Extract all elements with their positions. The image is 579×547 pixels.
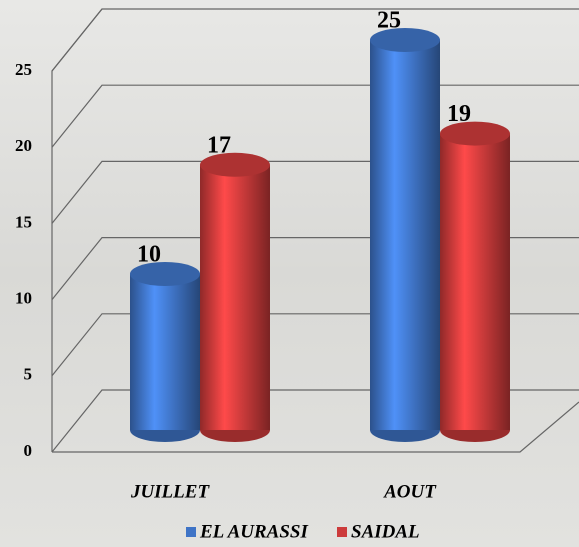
- legend-label: SAIDAL: [351, 521, 420, 542]
- bar: [130, 274, 200, 430]
- grid-line: [51, 8, 579, 72]
- x-tick-label: JUILLET: [130, 481, 211, 502]
- legend-swatch: [337, 527, 347, 537]
- y-tick-label: 10: [15, 289, 32, 308]
- bar-top: [200, 152, 270, 177]
- floor: [52, 401, 579, 453]
- y-tick-label: 5: [24, 365, 33, 384]
- bar: [370, 40, 440, 430]
- bar: [200, 164, 270, 431]
- y-tick-label: 0: [24, 441, 33, 460]
- y-tick-label: 20: [15, 136, 32, 155]
- value-label: 19: [447, 101, 471, 127]
- bar-top: [440, 121, 510, 146]
- value-label: 17: [207, 132, 231, 158]
- bar: [440, 133, 510, 430]
- value-label: 25: [377, 8, 401, 34]
- bars: JUILLET 10 17 AOUT 25 19 EL AURASSI SAIDAL: [130, 8, 510, 542]
- y-tick-label: 25: [15, 60, 32, 79]
- legend-swatch: [186, 527, 196, 537]
- bar-top: [370, 28, 440, 52]
- value-label: 10: [137, 242, 161, 268]
- y-tick-label: 15: [15, 212, 32, 231]
- bar-top: [130, 262, 200, 286]
- x-tick-label: AOUT: [383, 481, 437, 502]
- legend-label: EL AURASSI: [199, 521, 308, 542]
